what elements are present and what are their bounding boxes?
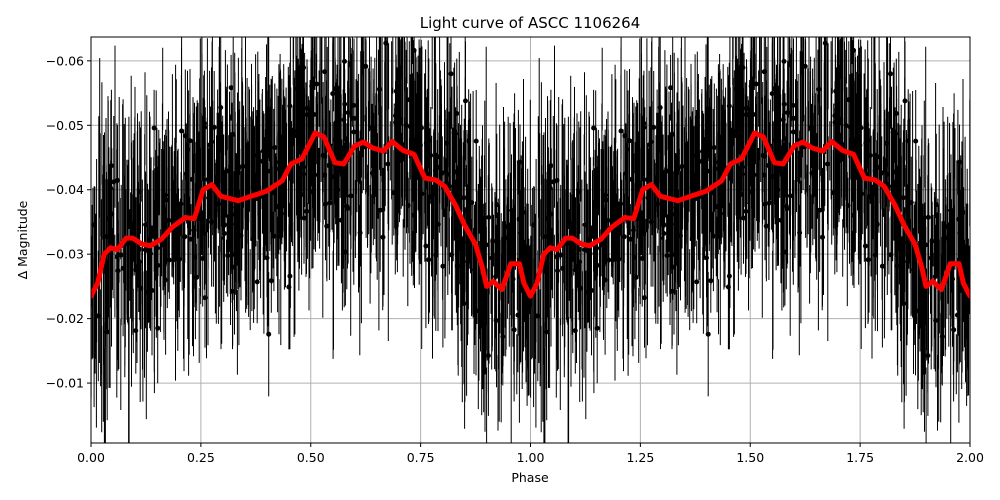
x-tick-label: 0.50 <box>297 450 325 465</box>
x-tick-label: 2.00 <box>956 450 984 465</box>
y-axis-ticks: −0.06 −0.05 −0.04 −0.03 −0.02 −0.01 <box>46 53 91 391</box>
y-tick-label: −0.05 <box>46 118 84 133</box>
y-tick-label: −0.02 <box>46 311 84 326</box>
x-tick-label: 1.25 <box>626 450 654 465</box>
observation-points <box>91 37 970 443</box>
x-tick-label: 1.50 <box>736 450 764 465</box>
model-curve <box>91 130 970 299</box>
y-axis-label: Δ Magnitude <box>15 200 30 279</box>
y-tick-label: −0.03 <box>46 247 84 262</box>
chart-title: Light curve of ASCC 1106264 <box>420 14 641 32</box>
x-axis-ticks: 0.00 0.25 0.50 0.75 1.00 1.25 1.50 1.75 2.00 <box>77 443 984 465</box>
x-tick-label: 0.00 <box>77 450 105 465</box>
x-tick-label: 0.25 <box>187 450 215 465</box>
x-tick-label: 0.75 <box>407 450 435 465</box>
y-tick-label: −0.01 <box>46 376 84 391</box>
x-axis-label: Phase <box>511 470 549 485</box>
y-tick-label: −0.04 <box>46 182 84 197</box>
y-tick-label: −0.06 <box>46 53 84 68</box>
x-tick-label: 1.00 <box>517 450 545 465</box>
x-tick-label: 1.75 <box>846 450 874 465</box>
